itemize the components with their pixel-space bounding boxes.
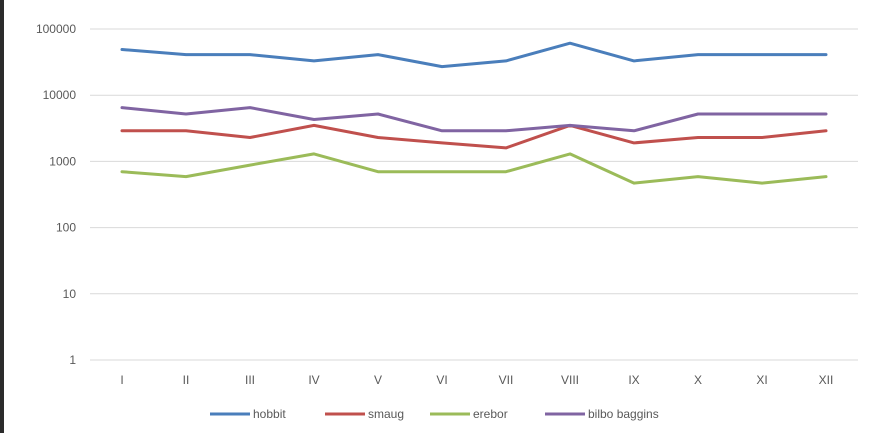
gridlines: [90, 29, 858, 360]
y-tick-label-10000: 10000: [43, 88, 77, 102]
x-tick-label-iv: IV: [308, 373, 319, 387]
x-tick-label-xii: XII: [819, 373, 834, 387]
y-axis-tick-labels: 1 10 100 1000 10000 100000: [36, 22, 76, 367]
legend: hobbit smaug erebor bilbo baggins: [210, 407, 659, 421]
series-line-erebor: [122, 154, 826, 183]
y-tick-label-100000: 100000: [36, 22, 76, 36]
y-tick-label-100: 100: [56, 221, 76, 235]
x-tick-label-viii: VIII: [561, 373, 579, 387]
y-tick-label-1000: 1000: [49, 154, 76, 168]
series-line-hobbit: [122, 43, 826, 66]
series-line-smaug: [122, 125, 826, 147]
y-tick-label-10: 10: [63, 287, 77, 301]
x-tick-label-ii: II: [183, 373, 190, 387]
legend-label-bilbo-baggins: bilbo baggins: [588, 407, 659, 421]
legend-label-hobbit: hobbit: [253, 407, 286, 421]
x-tick-label-x: X: [694, 373, 702, 387]
series-line-bilbo-baggins: [122, 108, 826, 131]
legend-label-erebor: erebor: [473, 407, 508, 421]
series-lines: [122, 43, 826, 183]
window-left-border: [0, 0, 4, 433]
legend-label-smaug: smaug: [368, 407, 404, 421]
x-tick-label-v: V: [374, 373, 382, 387]
x-tick-label-ix: IX: [628, 373, 639, 387]
y-tick-label-1: 1: [69, 353, 76, 367]
x-tick-label-i: I: [120, 373, 123, 387]
x-tick-label-xi: XI: [756, 373, 767, 387]
x-tick-label-vi: VI: [436, 373, 447, 387]
x-tick-label-iii: III: [245, 373, 255, 387]
x-tick-label-vii: VII: [499, 373, 514, 387]
